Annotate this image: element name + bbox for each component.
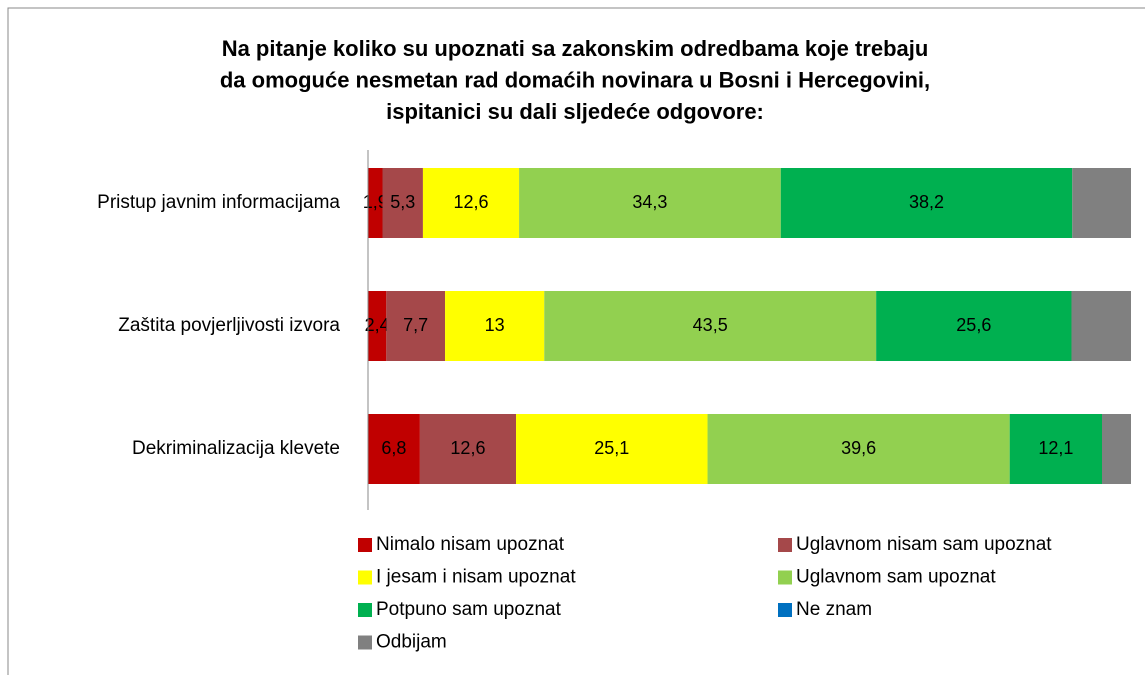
legend-swatch xyxy=(358,603,372,617)
chart-title: Na pitanje koliko su upoznati sa zakonsk… xyxy=(222,36,929,61)
data-label: 7,7 xyxy=(403,315,428,335)
bar-segment xyxy=(1009,414,1103,484)
data-label: 6,8 xyxy=(381,438,406,458)
chart-title: da omoguće nesmetan rad domaćih novinara… xyxy=(220,67,930,92)
bar-segment xyxy=(386,291,446,361)
category-label: Pristup javnim informacijama xyxy=(97,192,340,213)
data-label: 12,6 xyxy=(450,438,485,458)
bar-segment xyxy=(1102,414,1131,484)
bar-segment xyxy=(876,291,1072,361)
legend-label: I jesam i nisam upoznat xyxy=(376,567,576,588)
bar-segment xyxy=(544,291,877,361)
data-label: 38,2 xyxy=(909,192,944,212)
bar-segment xyxy=(422,168,520,238)
bar-segment xyxy=(516,414,708,484)
category-label: Zaštita povjerljivosti izvora xyxy=(118,315,340,336)
data-label: 43,5 xyxy=(693,315,728,335)
legend-label: Odbijam xyxy=(376,632,447,653)
bar-segment xyxy=(1071,291,1131,361)
data-label: 1,9 xyxy=(363,192,388,212)
data-label: 34,3 xyxy=(632,192,667,212)
bar-segment xyxy=(707,414,1010,484)
legend-swatch xyxy=(358,635,372,650)
bar-segment xyxy=(445,291,545,361)
data-label: 39,6 xyxy=(841,438,876,458)
legend-swatch xyxy=(358,570,372,585)
chart-title: ispitanici su dali sljedeće odgovore: xyxy=(386,99,764,124)
legend-swatch xyxy=(778,538,792,552)
legend-swatch xyxy=(778,603,792,617)
legend-label: Uglavnom sam upoznat xyxy=(796,567,996,588)
data-label: 13 xyxy=(485,315,505,335)
bar-segment xyxy=(519,168,781,238)
bar-segment xyxy=(780,168,1073,238)
data-label: 2,4 xyxy=(365,315,390,335)
bar-segment xyxy=(382,168,423,238)
legend-swatch xyxy=(778,570,792,585)
legend-swatch xyxy=(358,538,372,552)
legend-label: Nimalo nisam upoznat xyxy=(376,534,565,555)
bar-segment xyxy=(1072,168,1131,238)
data-label: 25,1 xyxy=(594,438,629,458)
bar-segment xyxy=(368,168,383,238)
data-label: 12,1 xyxy=(1038,438,1073,458)
legend-label: Ne znam xyxy=(796,599,872,620)
data-label: 12,6 xyxy=(453,192,488,212)
chart-frame xyxy=(7,7,1145,675)
bar-segment xyxy=(368,291,387,361)
data-label: 25,6 xyxy=(956,315,991,335)
bar-segment xyxy=(419,414,517,484)
legend-label: Uglavnom nisam sam upoznat xyxy=(796,534,1052,555)
bar-segment xyxy=(368,414,420,484)
category-label: Dekriminalizacija klevete xyxy=(132,438,340,459)
data-label: 5,3 xyxy=(390,192,415,212)
legend-label: Potpuno sam upoznat xyxy=(376,599,562,620)
